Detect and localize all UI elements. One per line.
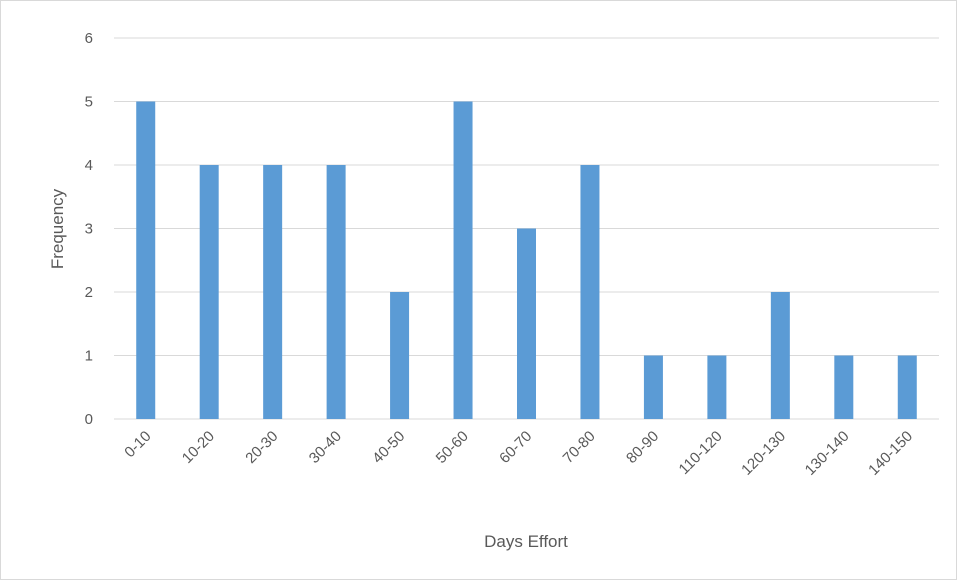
y-axis-title: Frequency <box>48 188 67 269</box>
bar <box>897 355 917 419</box>
x-tick-labels: 0-10 10-20 20-30 30-40 40-50 50-60 60-70 70-80 8… <box>121 428 916 479</box>
x-tick-label: 80-90 <box>623 428 662 467</box>
bar <box>580 165 600 419</box>
x-tick-label: 130-140 <box>802 428 853 479</box>
bar <box>453 101 473 419</box>
bar <box>643 355 663 419</box>
bar <box>390 292 410 419</box>
x-tick-label: 50-60 <box>433 428 472 467</box>
bar <box>326 165 346 419</box>
y-tick-label: 4 <box>85 157 93 174</box>
x-tick-label: 60-70 <box>496 428 535 467</box>
y-tick-labels: 0 1 2 3 4 5 6 <box>85 30 93 428</box>
x-axis-title: Days Effort <box>484 532 568 551</box>
x-tick-label: 70-80 <box>560 428 599 467</box>
y-tick-label: 2 <box>85 284 93 301</box>
bar <box>517 228 536 419</box>
x-tick-label: 140-150 <box>865 428 916 479</box>
y-tick-label: 0 <box>85 411 93 428</box>
bar <box>770 292 790 419</box>
y-tick-label: 3 <box>85 221 93 238</box>
bar <box>199 165 219 419</box>
x-tick-label: 30-40 <box>306 428 345 467</box>
x-tick-label: 10-20 <box>179 428 218 467</box>
x-tick-label: 120-130 <box>738 428 789 479</box>
bar <box>263 165 283 419</box>
bar <box>136 101 156 419</box>
bar <box>834 355 854 419</box>
bar <box>707 355 727 419</box>
x-tick-label: 20-30 <box>242 428 281 467</box>
x-tick-label: 40-50 <box>369 428 408 467</box>
y-tick-label: 5 <box>85 94 93 111</box>
x-tick-label: 0-10 <box>121 428 154 461</box>
y-tick-label: 6 <box>85 30 93 47</box>
bars <box>136 101 917 419</box>
y-tick-label: 1 <box>85 348 93 365</box>
x-tick-label: 110-120 <box>676 428 726 478</box>
